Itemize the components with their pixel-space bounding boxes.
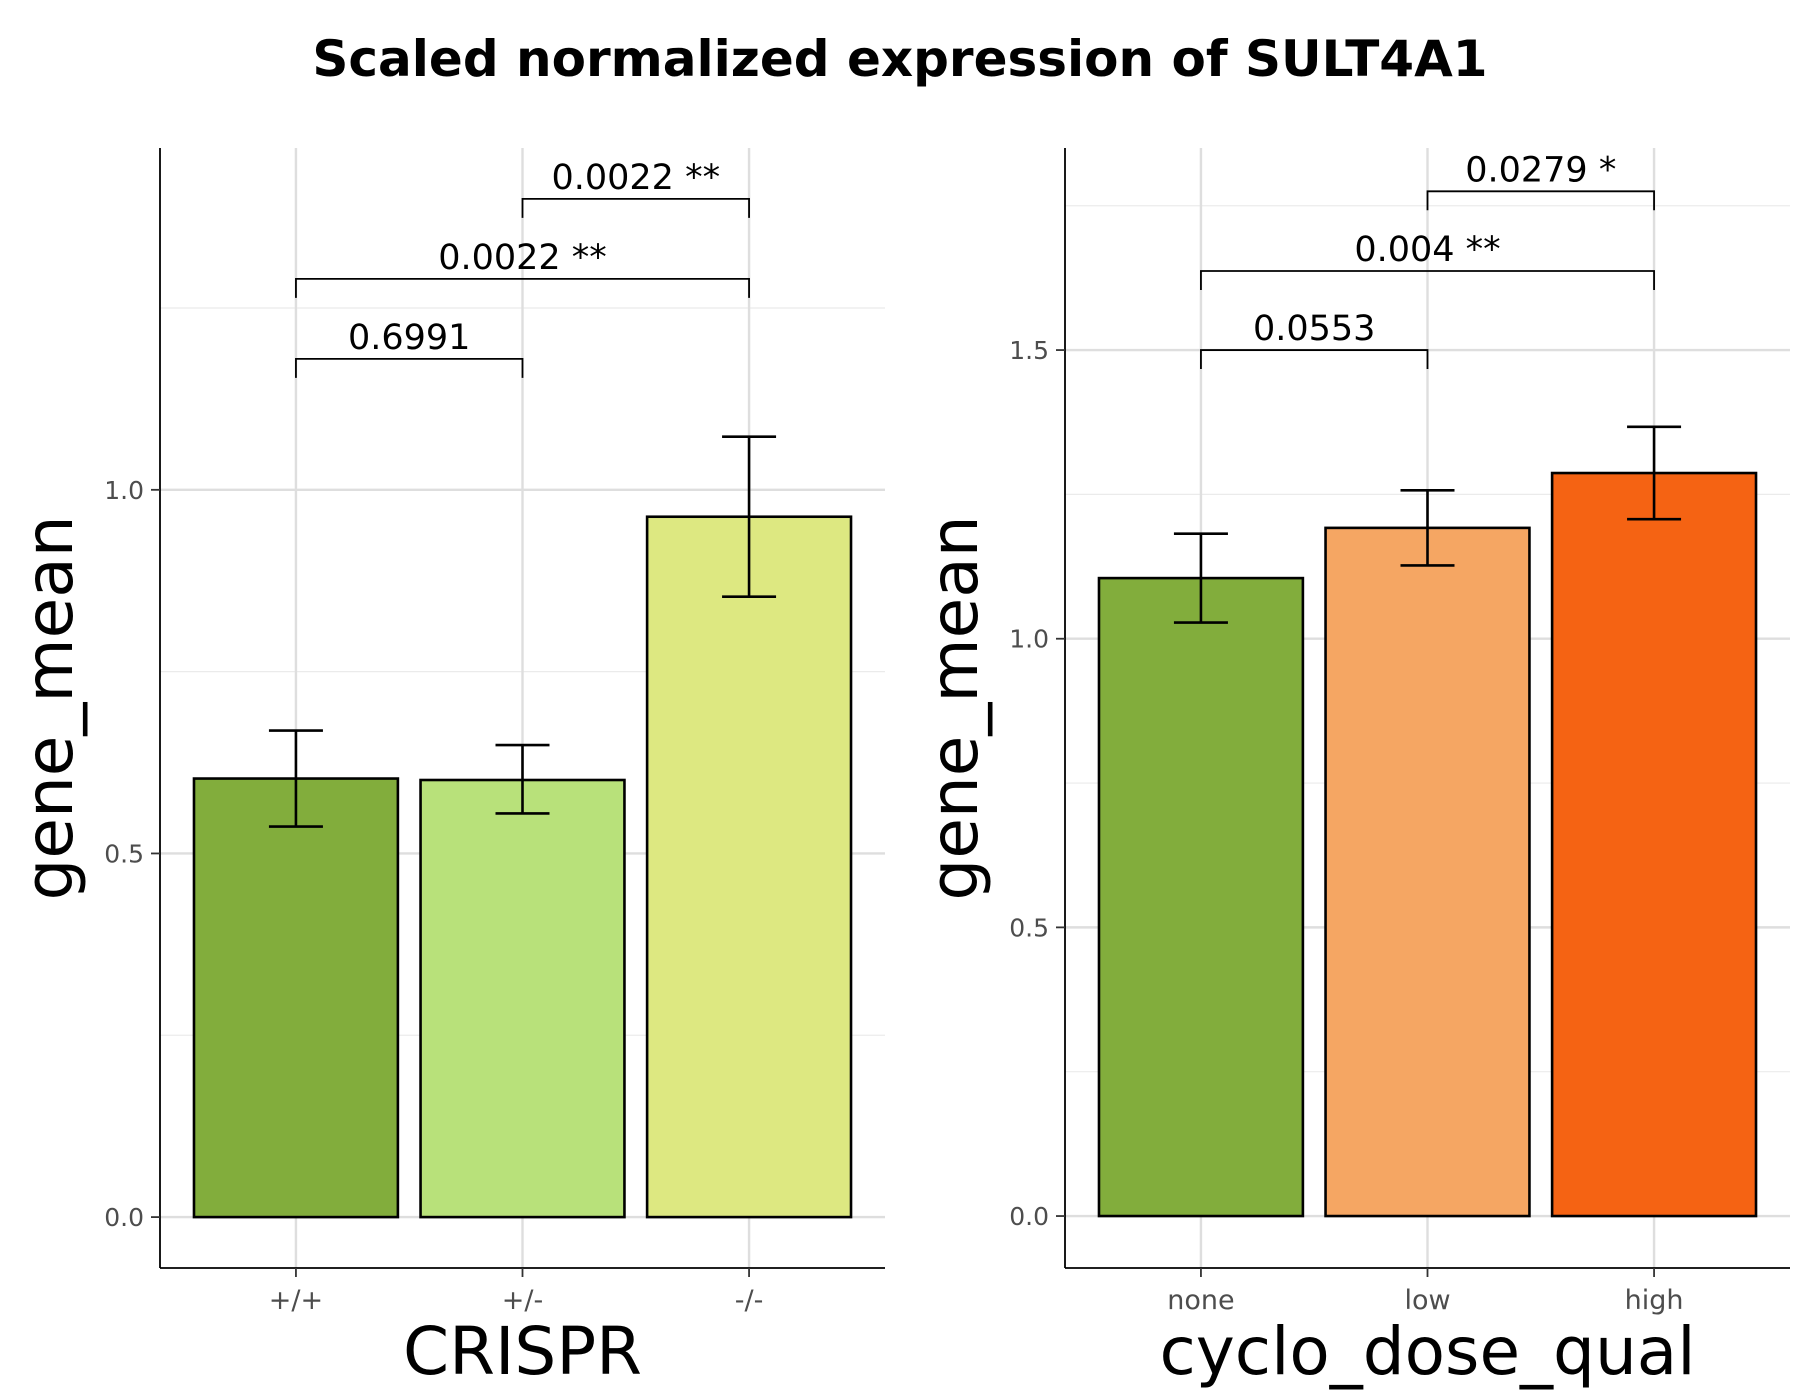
x-tick-label: none — [1167, 1285, 1234, 1316]
chart-title: Scaled normalized expression of SULT4A1 — [312, 30, 1488, 88]
error-bar-+/- — [495, 743, 550, 815]
significance-bracket: 0.0553 — [1200, 309, 1429, 370]
y-tick-label: 1.5 — [1009, 336, 1049, 365]
bar--/- — [645, 515, 853, 1219]
bar-high — [1550, 471, 1758, 1218]
p-value-label: 0.004 ** — [1354, 230, 1500, 270]
chart-panel-2: 0.0553 0.004 ** 0.0279 * 0.0 0.5 1.0 1.5 none lo… — [916, 148, 1790, 1390]
significance-bracket: 0.6991 — [295, 318, 524, 378]
x-tick-label: low — [1404, 1285, 1450, 1316]
p-value-label: 0.0553 — [1253, 309, 1375, 349]
bar-low — [1324, 526, 1531, 1218]
y-tick-label: 1.0 — [104, 476, 144, 505]
x-tick-label: +/+ — [269, 1285, 323, 1316]
significance-bracket: 0.0022 ** — [521, 158, 750, 218]
p-value-label: 0.0022 ** — [438, 238, 607, 278]
bar-none — [1097, 576, 1305, 1218]
p-value-label: 0.0279 * — [1465, 150, 1616, 190]
error-bar-low — [1400, 489, 1455, 567]
significance-bracket: 0.0022 ** — [295, 238, 750, 298]
x-axis-title: CRISPR — [403, 1313, 642, 1390]
x-axis-title: cyclo_dose_qual — [1159, 1313, 1695, 1390]
y-axis-title: gene_mean — [11, 515, 88, 900]
y-tick-label: 0.5 — [104, 839, 144, 868]
bar-+/- — [419, 778, 626, 1219]
bar-+/+ — [192, 777, 400, 1219]
error-bar-none — [1173, 532, 1228, 624]
significance-bracket: 0.004 ** — [1200, 230, 1655, 290]
p-value-label: 0.0022 ** — [551, 158, 720, 198]
x-tick-label: +/- — [502, 1285, 543, 1316]
error-bar--/- — [722, 435, 777, 599]
y-tick-label: 0.5 — [1009, 913, 1049, 942]
x-tick-label: high — [1625, 1285, 1684, 1316]
error-bar-+/+ — [268, 729, 323, 828]
p-value-label: 0.6991 — [348, 318, 470, 358]
y-tick-label: 0.0 — [104, 1203, 144, 1232]
y-tick-label: 1.0 — [1009, 625, 1049, 654]
error-bar-high — [1627, 425, 1682, 521]
x-tick-label: -/- — [735, 1285, 764, 1316]
chart-panel-1: 0.6991 0.0022 ** 0.0022 ** 0.0 0.5 1.0 +/+ +/- -… — [11, 148, 885, 1390]
y-tick-label: 0.0 — [1009, 1202, 1049, 1231]
y-axis-title: gene_mean — [916, 515, 993, 900]
significance-bracket: 0.0279 * — [1426, 150, 1655, 211]
